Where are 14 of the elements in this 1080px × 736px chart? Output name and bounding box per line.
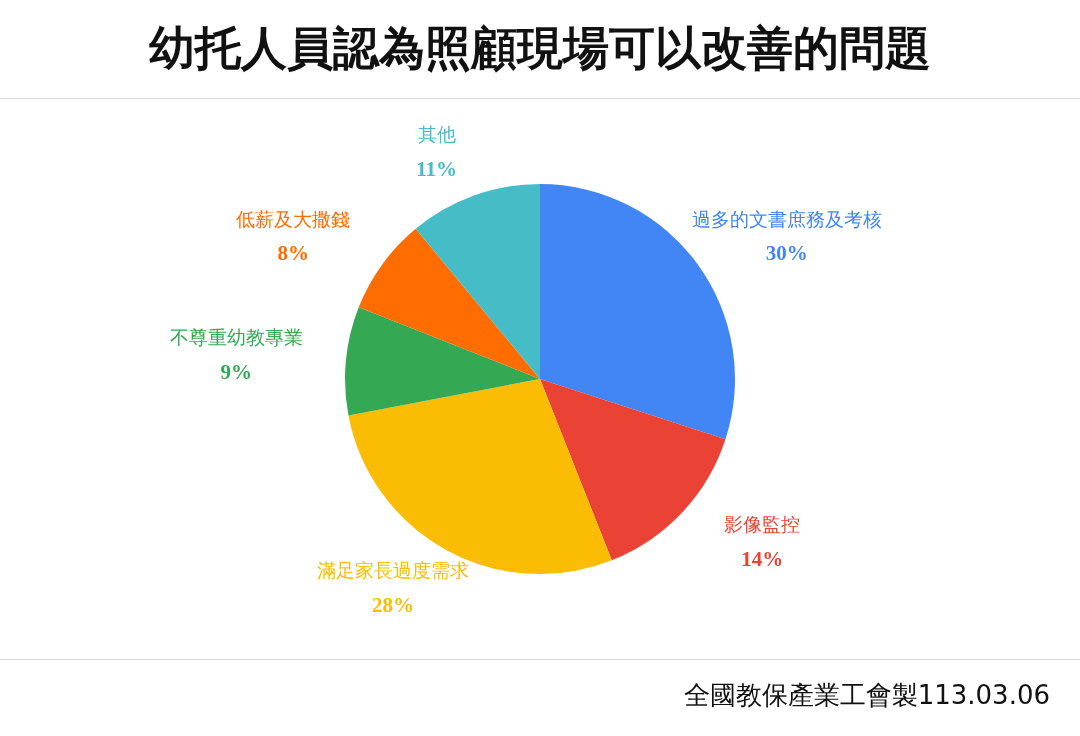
text: 全國教保產業工會製113.03.06 [683,679,1050,712]
slice-label: 過多的文書庶務及考核 [691,207,882,230]
slice-label: 其他 [417,123,456,146]
data-label: 11% [416,156,458,181]
data-label: 30% [765,241,808,266]
data-label: 28% [372,592,415,617]
slice-label: 影像監控 [724,513,801,536]
slice-label: 不尊重幼教專業 [169,326,303,349]
data-label: 14% [741,546,784,571]
data-label: 8% [277,241,309,266]
data-label: 9% [220,359,253,384]
chart-title: 幼托人員認為照顧現場可以改善的問題 [149,20,931,77]
slice-label: 低薪及大撒錢 [236,207,351,230]
slice-label: 滿足家長過度需求 [317,559,470,582]
